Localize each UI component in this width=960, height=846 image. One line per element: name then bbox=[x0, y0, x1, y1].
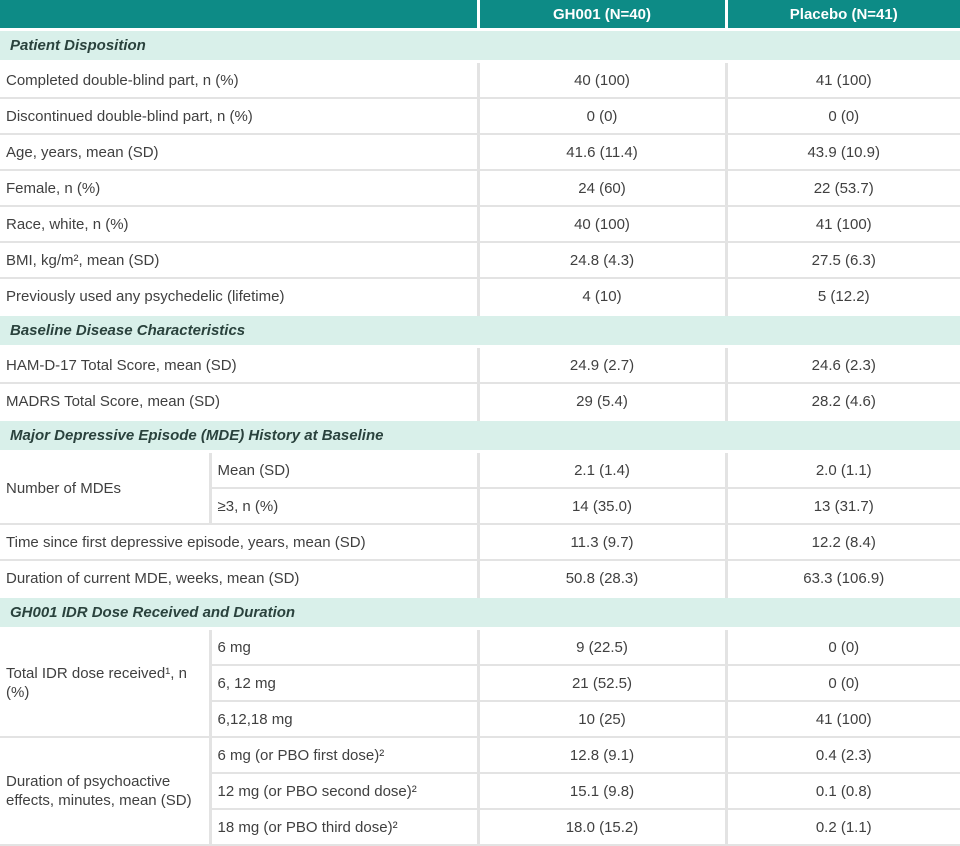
cell-gh001: 2.1 (1.4) bbox=[476, 450, 726, 489]
table-row: BMI, kg/m², mean (SD) 24.8 (4.3) 27.5 (6… bbox=[0, 241, 960, 279]
section-row-idr-dose: GH001 IDR Dose Received and Duration bbox=[0, 595, 960, 630]
table-row: Discontinued double-blind part, n (%) 0 … bbox=[0, 97, 960, 135]
section-title: Major Depressive Episode (MDE) History a… bbox=[0, 418, 960, 453]
row-label: Completed double-blind part, n (%) bbox=[0, 60, 478, 99]
cell-placebo: 28.2 (4.6) bbox=[724, 382, 960, 421]
section-title: Patient Disposition bbox=[0, 28, 960, 63]
cell-placebo: 13 (31.7) bbox=[724, 487, 960, 525]
table-row: HAM-D-17 Total Score, mean (SD) 24.9 (2.… bbox=[0, 345, 960, 384]
cell-placebo: 0.2 (1.1) bbox=[724, 808, 960, 846]
cell-gh001: 24.9 (2.7) bbox=[476, 345, 726, 384]
row-label: Female, n (%) bbox=[0, 169, 478, 207]
cell-gh001: 0 (0) bbox=[476, 97, 726, 135]
header-empty-cell bbox=[0, 0, 478, 31]
cell-placebo: 0.1 (0.8) bbox=[724, 772, 960, 810]
table-row: MADRS Total Score, mean (SD) 29 (5.4) 28… bbox=[0, 382, 960, 421]
table-row: ≥3, n (%) 14 (35.0) 13 (31.7) bbox=[0, 487, 960, 525]
table-row: Number of MDEs Mean (SD) 2.1 (1.4) 2.0 (… bbox=[0, 450, 960, 525]
cell-placebo: 0 (0) bbox=[724, 627, 960, 666]
cell-placebo: 27.5 (6.3) bbox=[724, 241, 960, 279]
cell-gh001: 12.8 (9.1) bbox=[476, 736, 726, 774]
cell-placebo: 5 (12.2) bbox=[724, 277, 960, 316]
table-row: Time since first depressive episode, yea… bbox=[0, 523, 960, 561]
cell-gh001: 40 (100) bbox=[476, 205, 726, 243]
row-sublabel: 6 mg (or PBO first dose)² bbox=[208, 736, 478, 774]
cell-placebo: 41 (100) bbox=[724, 700, 960, 738]
cell-gh001: 40 (100) bbox=[476, 60, 726, 99]
section-title: GH001 IDR Dose Received and Duration bbox=[0, 595, 960, 630]
cell-placebo: 0.4 (2.3) bbox=[724, 736, 960, 774]
table-row: Female, n (%) 24 (60) 22 (53.7) bbox=[0, 169, 960, 207]
row-sublabel: 6, 12 mg bbox=[208, 664, 478, 702]
row-label: Duration of current MDE, weeks, mean (SD… bbox=[0, 559, 478, 598]
cell-placebo: 43.9 (10.9) bbox=[724, 133, 960, 171]
row-label: Age, years, mean (SD) bbox=[0, 133, 478, 171]
cell-gh001: 24.8 (4.3) bbox=[476, 241, 726, 279]
cell-gh001: 41.6 (11.4) bbox=[476, 133, 726, 171]
cell-placebo: 24.6 (2.3) bbox=[724, 345, 960, 384]
cell-gh001: 50.8 (28.3) bbox=[476, 559, 726, 598]
cell-placebo: 63.3 (106.9) bbox=[724, 559, 960, 598]
section-title: Baseline Disease Characteristics bbox=[0, 313, 960, 348]
cell-gh001: 29 (5.4) bbox=[476, 382, 726, 421]
table-row: Race, white, n (%) 40 (100) 41 (100) bbox=[0, 205, 960, 243]
row-label: Previously used any psychedelic (lifetim… bbox=[0, 277, 478, 316]
row-group-label: Total IDR dose received¹, n (%) bbox=[0, 627, 210, 738]
cell-placebo: 41 (100) bbox=[724, 205, 960, 243]
row-group-label: Duration of psychoactive effects, minute… bbox=[0, 736, 210, 846]
table-row: Total IDR dose received¹, n (%) 6 mg 9 (… bbox=[0, 627, 960, 738]
section-row-baseline-disease: Baseline Disease Characteristics bbox=[0, 313, 960, 348]
cell-gh001: 21 (52.5) bbox=[476, 664, 726, 702]
row-sublabel: 18 mg (or PBO third dose)² bbox=[208, 808, 478, 846]
table-row: Previously used any psychedelic (lifetim… bbox=[0, 277, 960, 316]
row-sublabel: 6 mg bbox=[208, 627, 478, 666]
cell-gh001: 18.0 (15.2) bbox=[476, 808, 726, 846]
cell-gh001: 10 (25) bbox=[476, 700, 726, 738]
cell-placebo: 12.2 (8.4) bbox=[724, 523, 960, 561]
cell-gh001: 24 (60) bbox=[476, 169, 726, 207]
cell-placebo: 0 (0) bbox=[724, 664, 960, 702]
cell-gh001: 11.3 (9.7) bbox=[476, 523, 726, 561]
row-label: BMI, kg/m², mean (SD) bbox=[0, 241, 478, 279]
row-label: Discontinued double-blind part, n (%) bbox=[0, 97, 478, 135]
cell-placebo: 41 (100) bbox=[724, 60, 960, 99]
table-header-row: GH001 (N=40) Placebo (N=41) bbox=[0, 0, 960, 31]
row-sublabel: Mean (SD) bbox=[208, 450, 478, 489]
table-row: Completed double-blind part, n (%) 40 (1… bbox=[0, 60, 960, 99]
cell-placebo: 2.0 (1.1) bbox=[724, 450, 960, 489]
row-sublabel: ≥3, n (%) bbox=[208, 487, 478, 525]
table-row: 6, 12 mg 21 (52.5) 0 (0) bbox=[0, 664, 960, 702]
column-header-gh001: GH001 (N=40) bbox=[476, 0, 726, 31]
column-header-placebo: Placebo (N=41) bbox=[724, 0, 960, 31]
table-row: Duration of psychoactive effects, minute… bbox=[0, 736, 960, 846]
table-row: Duration of current MDE, weeks, mean (SD… bbox=[0, 559, 960, 598]
row-label: HAM-D-17 Total Score, mean (SD) bbox=[0, 345, 478, 384]
cell-placebo: 22 (53.7) bbox=[724, 169, 960, 207]
cell-gh001: 14 (35.0) bbox=[476, 487, 726, 525]
section-row-patient-disposition: Patient Disposition bbox=[0, 28, 960, 63]
cell-gh001: 15.1 (9.8) bbox=[476, 772, 726, 810]
row-sublabel: 6,12,18 mg bbox=[208, 700, 478, 738]
row-label: Race, white, n (%) bbox=[0, 205, 478, 243]
row-group-label: Number of MDEs bbox=[0, 450, 210, 525]
row-label: MADRS Total Score, mean (SD) bbox=[0, 382, 478, 421]
table-row: Age, years, mean (SD) 41.6 (11.4) 43.9 (… bbox=[0, 133, 960, 171]
row-label: Time since first depressive episode, yea… bbox=[0, 523, 478, 561]
row-sublabel: 12 mg (or PBO second dose)² bbox=[208, 772, 478, 810]
cell-gh001: 4 (10) bbox=[476, 277, 726, 316]
cell-gh001: 9 (22.5) bbox=[476, 627, 726, 666]
cell-placebo: 0 (0) bbox=[724, 97, 960, 135]
section-row-mde-history: Major Depressive Episode (MDE) History a… bbox=[0, 418, 960, 453]
